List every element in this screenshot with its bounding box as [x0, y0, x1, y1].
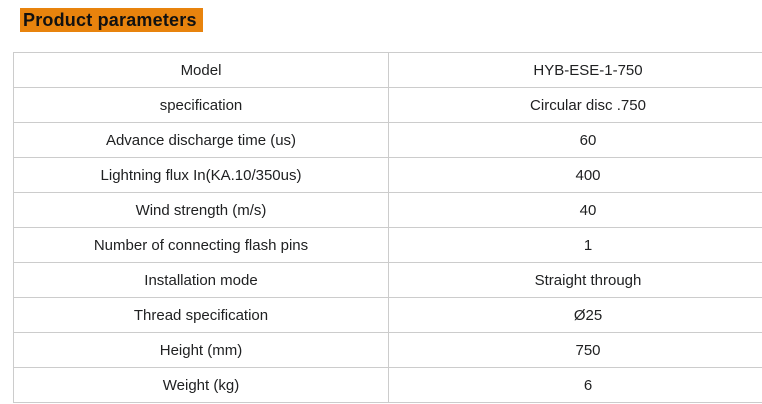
parameter-value-cell: 400: [388, 157, 762, 193]
table-row: specification Circular disc .750: [13, 87, 762, 123]
parameter-label-cell: Wind strength (m/s): [13, 192, 389, 228]
parameter-label-cell: Lightning flux In(KA.10/350us): [13, 157, 389, 193]
parameter-label-cell: Advance discharge time (us): [13, 122, 389, 158]
table-row: Model HYB-ESE-1-750: [13, 52, 762, 88]
parameter-value-cell: Straight through: [388, 262, 762, 298]
parameter-value-cell: 1: [388, 227, 762, 263]
table-row: Wind strength (m/s) 40: [13, 192, 762, 228]
parameter-value-cell: 60: [388, 122, 762, 158]
section-header: Product parameters: [20, 8, 203, 32]
parameter-value-cell: 6: [388, 367, 762, 403]
table-row: Installation mode Straight through: [13, 262, 762, 298]
parameter-label-cell: Thread specification: [13, 297, 389, 333]
parameter-value-cell: 40: [388, 192, 762, 228]
table-row: Advance discharge time (us) 60: [13, 122, 762, 158]
parameter-label-cell: Installation mode: [13, 262, 389, 298]
parameter-value-cell: Ø25: [388, 297, 762, 333]
table-row: Weight (kg) 6: [13, 367, 762, 403]
table-row: Thread specification Ø25: [13, 297, 762, 333]
table-row: Number of connecting flash pins 1: [13, 227, 762, 263]
parameter-label-cell: Model: [13, 52, 389, 88]
table-body: Model HYB-ESE-1-750 specification Circular …: [13, 52, 762, 403]
parameter-value-cell: 750: [388, 332, 762, 368]
parameter-label-cell: Weight (kg): [13, 367, 389, 403]
page-title: Product parameters: [20, 8, 203, 32]
parameter-label-cell: Height (mm): [13, 332, 389, 368]
product-parameters-table: Model HYB-ESE-1-750 specification Circular …: [13, 52, 762, 403]
parameter-label-cell: specification: [13, 87, 389, 123]
table-row: Height (mm) 750: [13, 332, 762, 368]
table-row: Lightning flux In(KA.10/350us) 400: [13, 157, 762, 193]
parameter-value-cell: HYB-ESE-1-750: [388, 52, 762, 88]
parameter-label-cell: Number of connecting flash pins: [13, 227, 389, 263]
parameter-value-cell: Circular disc .750: [388, 87, 762, 123]
